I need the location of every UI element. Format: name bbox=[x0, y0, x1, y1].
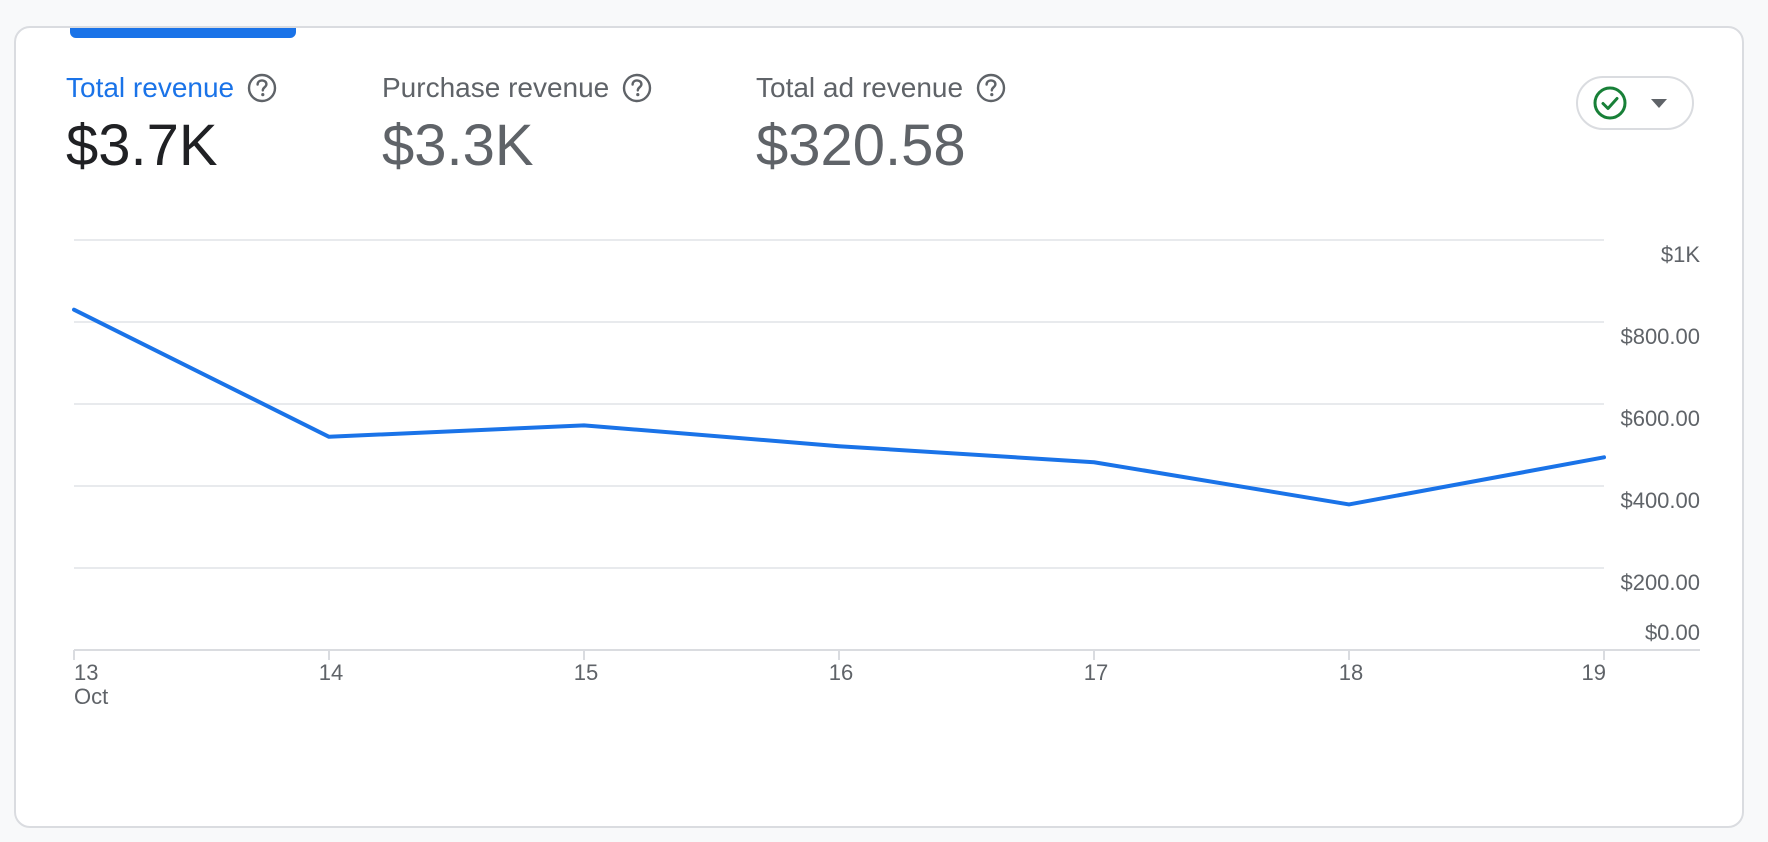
metric-label: Purchase revenue bbox=[382, 72, 610, 103]
status-dropdown-button[interactable] bbox=[1576, 76, 1694, 130]
metric-value: $320.58 bbox=[756, 113, 966, 178]
metric-value: $3.7K bbox=[66, 113, 218, 178]
metric-purchase-revenue[interactable]: Purchase revenue $3.3K bbox=[382, 68, 653, 178]
metric-total-ad-revenue[interactable]: Total ad revenue $320.58 bbox=[756, 68, 1007, 178]
y-tick-label: $800.00 bbox=[1620, 324, 1700, 349]
y-tick-label: $400.00 bbox=[1620, 488, 1700, 513]
metric-label: Total ad revenue bbox=[756, 72, 964, 103]
x-tick-label: 16 bbox=[829, 660, 853, 685]
y-tick-label: $200.00 bbox=[1620, 570, 1700, 595]
y-tick-label: $600.00 bbox=[1620, 406, 1700, 431]
series-line bbox=[72, 307, 1606, 507]
x-tick-label: 15 bbox=[574, 660, 598, 685]
caret-down-icon bbox=[1648, 92, 1670, 114]
x-tick-label: 13 bbox=[74, 660, 98, 685]
x-tick-label: 19 bbox=[1582, 660, 1606, 685]
revenue-card: Total revenue $3.7K Purchase revenue bbox=[14, 26, 1744, 828]
help-icon[interactable] bbox=[621, 72, 653, 104]
y-tick-label: $0.00 bbox=[1645, 620, 1700, 645]
help-icon[interactable] bbox=[246, 72, 278, 104]
metric-total-revenue[interactable]: Total revenue $3.7K bbox=[66, 68, 278, 178]
check-circle-icon bbox=[1592, 85, 1628, 121]
y-tick-label: $1K bbox=[1661, 242, 1700, 267]
x-tick-label: 17 bbox=[1084, 660, 1108, 685]
revenue-line-chart: $0.00 $200.00 $400.00 $600.00 $800.00 $1K 13Oc… bbox=[72, 239, 1700, 709]
x-tick-label: 18 bbox=[1339, 660, 1363, 685]
x-tick-label: 14 bbox=[319, 660, 343, 685]
metric-value: $3.3K bbox=[382, 113, 534, 178]
x-tick-sublabel: Oct bbox=[74, 684, 108, 709]
metric-label: Total revenue bbox=[66, 72, 235, 103]
help-icon[interactable] bbox=[975, 72, 1007, 104]
active-tab-indicator bbox=[70, 28, 296, 38]
